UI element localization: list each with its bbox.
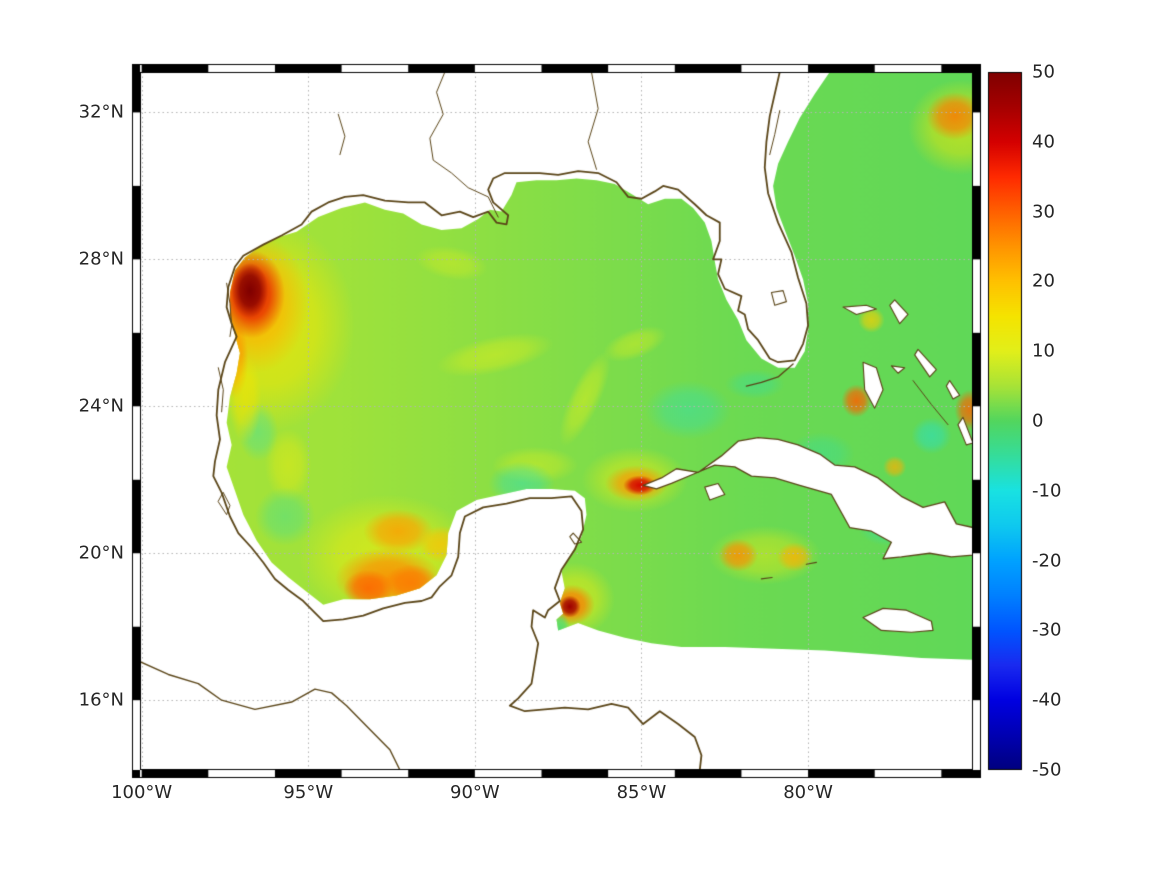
colorbar-tick-label: 0: [1032, 410, 1044, 432]
colorbar-tick-label: -20: [1032, 550, 1062, 572]
x-axis-tick-label: 90°W: [450, 782, 500, 803]
colorbar-tick-label: -50: [1032, 759, 1062, 781]
y-axis-tick-label: 32°N: [78, 101, 124, 123]
y-axis-tick-label: 16°N: [78, 689, 124, 711]
colorbar-tick-label: -40: [1032, 689, 1062, 711]
colorbar-tick-label: -10: [1032, 480, 1062, 502]
colorbar-tick-label: 20: [1032, 270, 1055, 292]
colorbar-tick-label: 40: [1032, 131, 1055, 153]
colorbar-tick-label: -30: [1032, 619, 1062, 641]
y-axis-tick-label: 20°N: [78, 542, 124, 564]
colorbar-tick-label: 10: [1032, 340, 1055, 362]
y-axis-tick-label: 24°N: [78, 395, 124, 417]
colorbar-tick-label: 30: [1032, 201, 1055, 223]
y-axis-tick-label: 28°N: [78, 248, 124, 270]
x-axis-tick-label: 95°W: [283, 782, 334, 803]
x-axis-tick-label: 100°W: [111, 782, 173, 803]
x-axis-tick-label: 85°W: [616, 782, 667, 803]
x-axis-tick-label: 80°W: [783, 782, 833, 803]
colorbar-tick-label: 50: [1032, 61, 1055, 83]
